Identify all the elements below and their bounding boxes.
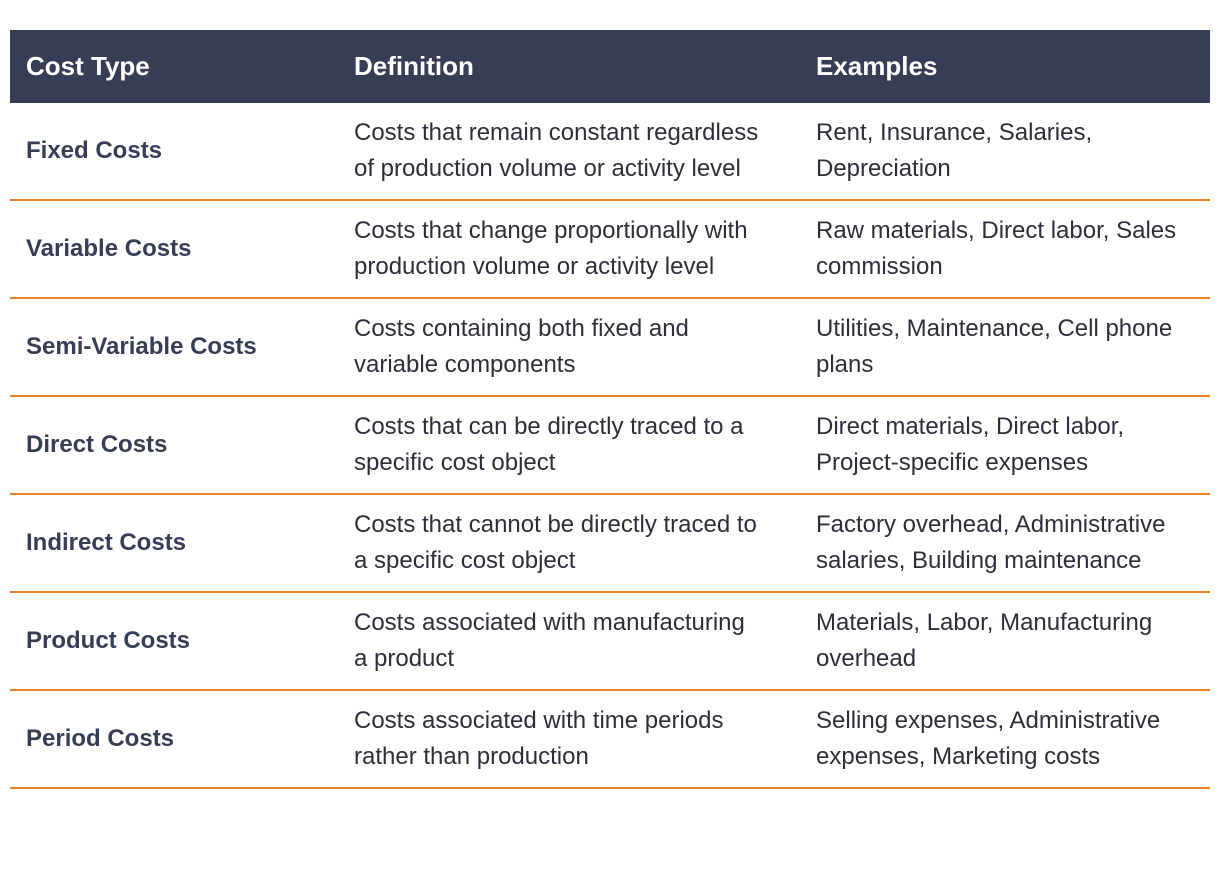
definition-cell: Costs that can be directly traced to a s… [338, 396, 800, 495]
table-body: Fixed Costs Costs that remain constant r… [10, 103, 1210, 789]
cost-type-cell: Semi-Variable Costs [10, 298, 338, 397]
examples-cell: Utilities, Maintenance, Cell phone plans [800, 298, 1210, 397]
examples-cell: Raw materials, Direct labor, Sales commi… [800, 200, 1210, 299]
cost-type-cell: Product Costs [10, 592, 338, 691]
cost-type-cell: Fixed Costs [10, 103, 338, 201]
cost-type-cell: Direct Costs [10, 396, 338, 495]
definition-cell: Costs associated with manufacturing a pr… [338, 592, 800, 691]
table-row: Fixed Costs Costs that remain constant r… [10, 103, 1210, 201]
cost-type-cell: Indirect Costs [10, 494, 338, 593]
definition-cell: Costs associated with time periods rathe… [338, 690, 800, 789]
header-row: Cost Type Definition Examples [10, 30, 1210, 103]
table-row: Period Costs Costs associated with time … [10, 690, 1210, 789]
table-header: Cost Type Definition Examples [10, 30, 1210, 103]
table-row: Semi-Variable Costs Costs containing bot… [10, 298, 1210, 397]
header-examples: Examples [800, 30, 1210, 103]
examples-cell: Rent, Insurance, Salaries, Depreciation [800, 103, 1210, 201]
table-row: Direct Costs Costs that can be directly … [10, 396, 1210, 495]
examples-cell: Selling expenses, Administrative expense… [800, 690, 1210, 789]
header-cost-type: Cost Type [10, 30, 338, 103]
cost-type-cell: Variable Costs [10, 200, 338, 299]
cost-types-table: Cost Type Definition Examples Fixed Cost… [10, 30, 1210, 789]
definition-cell: Costs that change proportionally with pr… [338, 200, 800, 299]
definition-cell: Costs that remain constant regardless of… [338, 103, 800, 201]
table-row: Variable Costs Costs that change proport… [10, 200, 1210, 299]
examples-cell: Direct materials, Direct labor, Project-… [800, 396, 1210, 495]
examples-cell: Materials, Labor, Manufacturing overhead [800, 592, 1210, 691]
cost-types-table-container: Cost Type Definition Examples Fixed Cost… [10, 30, 1210, 789]
table-row: Indirect Costs Costs that cannot be dire… [10, 494, 1210, 593]
definition-cell: Costs that cannot be directly traced to … [338, 494, 800, 593]
examples-cell: Factory overhead, Administrative salarie… [800, 494, 1210, 593]
cost-type-cell: Period Costs [10, 690, 338, 789]
definition-cell: Costs containing both fixed and variable… [338, 298, 800, 397]
header-definition: Definition [338, 30, 800, 103]
table-row: Product Costs Costs associated with manu… [10, 592, 1210, 691]
